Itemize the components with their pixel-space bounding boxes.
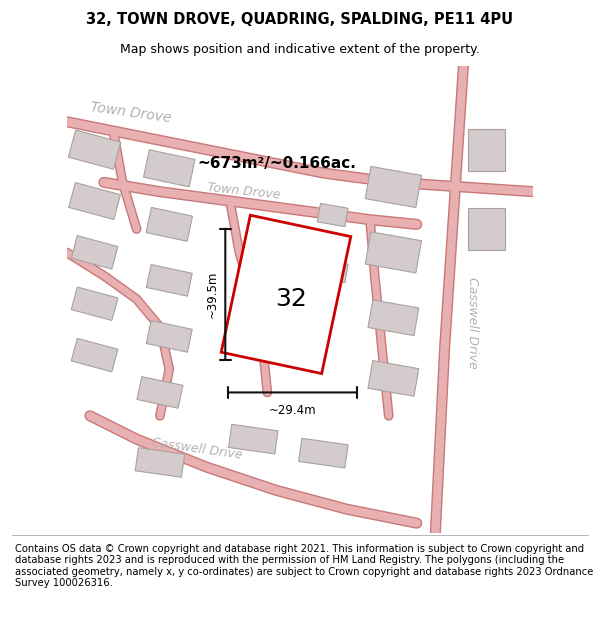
Text: ~29.4m: ~29.4m bbox=[269, 404, 316, 417]
Text: Casswell Drive: Casswell Drive bbox=[466, 276, 479, 368]
Text: ~673m²/~0.166ac.: ~673m²/~0.166ac. bbox=[197, 156, 356, 171]
Text: 32, TOWN DROVE, QUADRING, SPALDING, PE11 4PU: 32, TOWN DROVE, QUADRING, SPALDING, PE11… bbox=[86, 12, 514, 27]
Polygon shape bbox=[71, 287, 118, 321]
Polygon shape bbox=[229, 424, 278, 454]
Text: Town Drove: Town Drove bbox=[206, 181, 281, 202]
Polygon shape bbox=[317, 259, 348, 282]
Polygon shape bbox=[299, 438, 348, 468]
Polygon shape bbox=[71, 338, 118, 372]
Polygon shape bbox=[365, 166, 422, 208]
Polygon shape bbox=[146, 321, 192, 352]
Text: 32: 32 bbox=[275, 287, 307, 311]
Polygon shape bbox=[368, 300, 419, 336]
Polygon shape bbox=[69, 182, 121, 219]
Text: Town Drove: Town Drove bbox=[90, 100, 172, 125]
Text: ~39.5m: ~39.5m bbox=[205, 271, 218, 318]
Polygon shape bbox=[221, 215, 351, 374]
Polygon shape bbox=[368, 361, 419, 396]
Polygon shape bbox=[135, 448, 185, 478]
Polygon shape bbox=[317, 203, 348, 227]
Polygon shape bbox=[468, 129, 505, 171]
Polygon shape bbox=[137, 377, 183, 408]
Polygon shape bbox=[365, 232, 422, 273]
Text: Casswell Drive: Casswell Drive bbox=[151, 436, 243, 461]
Polygon shape bbox=[146, 208, 193, 241]
Text: Contains OS data © Crown copyright and database right 2021. This information is : Contains OS data © Crown copyright and d… bbox=[15, 544, 593, 588]
Text: Map shows position and indicative extent of the property.: Map shows position and indicative extent… bbox=[120, 42, 480, 56]
Polygon shape bbox=[468, 208, 505, 250]
Polygon shape bbox=[143, 150, 195, 187]
Polygon shape bbox=[71, 236, 118, 269]
Polygon shape bbox=[68, 130, 121, 169]
Polygon shape bbox=[146, 264, 192, 296]
